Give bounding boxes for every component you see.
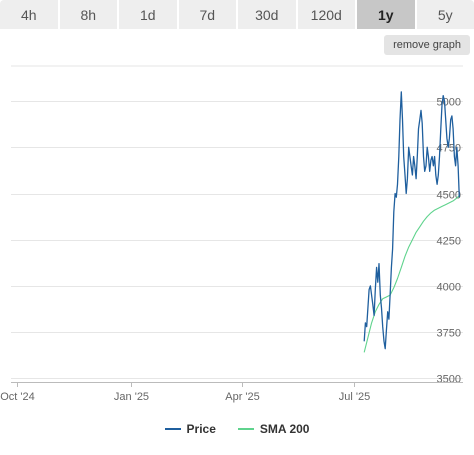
x-tick-label-3: Jul '25 (339, 391, 370, 403)
y-tick-label-4250: 4250 (437, 236, 461, 248)
tab-1y[interactable]: 1y (357, 0, 417, 29)
legend-swatch-price (164, 428, 181, 430)
chart-legend: Price SMA 200 (0, 420, 474, 438)
price-chart[interactable]: 3500 3750 4000 4250 4500 4750 5000 Oct '24 Jan '… (0, 58, 474, 413)
series-line-price[interactable] (363, 91, 460, 350)
x-tick-label-2: Apr '25 (225, 391, 260, 403)
y-tick-label-3500: 3500 (437, 374, 461, 386)
timeframe-tabs: 4h 8h 1d 7d 30d 120d 1y 5y (0, 0, 474, 29)
legend-label-sma: SMA 200 (259, 422, 310, 436)
tab-30d[interactable]: 30d (238, 0, 298, 29)
legend-item-sma[interactable]: SMA 200 (237, 422, 310, 436)
legend-label-price: Price (186, 422, 216, 436)
legend-item-price[interactable]: Price (164, 422, 216, 436)
y-tick-label-4500: 4500 (437, 190, 461, 202)
legend-swatch-sma (237, 428, 254, 430)
tab-8h[interactable]: 8h (59, 0, 119, 29)
tab-4h[interactable]: 4h (0, 0, 60, 29)
tab-5y[interactable]: 5y (416, 0, 474, 29)
tab-1d[interactable]: 1d (119, 0, 179, 29)
x-tick-label-1: Jan '25 (114, 391, 149, 403)
x-tick-label-0: Oct '24 (0, 391, 35, 403)
tab-7d[interactable]: 7d (178, 0, 238, 29)
y-tick-label-3750: 3750 (437, 328, 461, 340)
y-tick-label-4000: 4000 (437, 282, 461, 294)
y-tick-label-4750: 4750 (437, 143, 461, 155)
series-line-sma-200[interactable] (363, 195, 460, 353)
y-tick-label-5000: 5000 (437, 97, 461, 109)
tab-120d[interactable]: 120d (297, 0, 357, 29)
remove-graph-button[interactable]: remove graph (384, 35, 470, 55)
